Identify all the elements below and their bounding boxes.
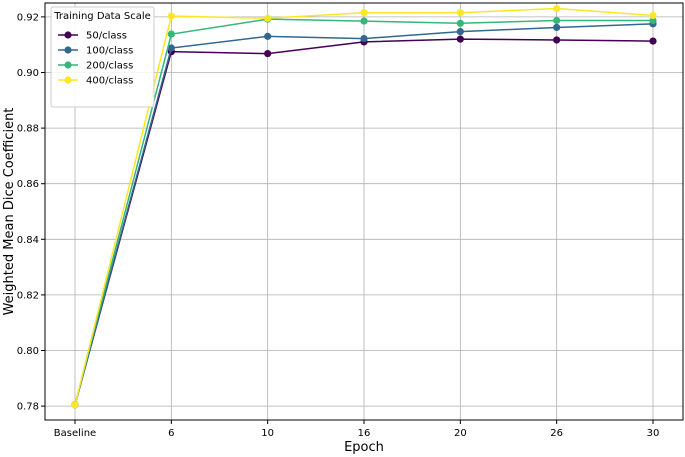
x-tick-label: 20 [454, 428, 467, 439]
y-axis-label: Weighted Mean Dice Coefficient [2, 108, 17, 316]
data-point [456, 9, 464, 17]
y-tick-label: 0.88 [17, 124, 39, 135]
data-point [360, 17, 368, 25]
data-point [553, 36, 561, 44]
data-point [553, 16, 561, 25]
data-point [649, 11, 657, 20]
legend-swatch-marker [64, 31, 72, 39]
y-tick-label: 0.84 [17, 235, 39, 246]
x-axis-label: Epoch [344, 440, 384, 455]
data-point [264, 32, 272, 40]
legend-label: 100/class [86, 46, 133, 57]
y-tick-label: 0.80 [17, 346, 39, 357]
data-point [360, 34, 368, 43]
legend-swatch-marker [64, 76, 72, 84]
legend-title: Training Data Scale [53, 11, 151, 22]
data-point [167, 30, 175, 38]
data-point [360, 9, 368, 17]
series-lines [71, 4, 657, 409]
legend-label: 200/class [86, 61, 133, 72]
y-axis: 0.78 0.80 0.82 0.84 0.86 0.88 0.90 0.92 [17, 12, 45, 413]
legend-swatch-marker [64, 46, 72, 54]
legend-box [50, 6, 155, 108]
y-tick-label: 0.86 [17, 179, 39, 190]
y-tick-label: 0.78 [17, 402, 39, 413]
x-tick-label: 26 [550, 428, 563, 439]
x-tick-label: 30 [647, 428, 660, 439]
data-point [553, 23, 561, 32]
x-tick-label: 10 [261, 428, 274, 439]
x-tick-label: 6 [168, 428, 174, 439]
x-tick-label: 16 [358, 428, 371, 439]
legend: Training Data Scale 50/class 100/class 200… [50, 6, 155, 108]
data-point [264, 49, 272, 58]
y-tick-label: 0.92 [17, 12, 39, 23]
x-tick-label: Baseline [54, 428, 96, 439]
data-point [456, 28, 464, 36]
y-tick-label: 0.82 [17, 290, 39, 301]
data-point [167, 44, 175, 52]
data-point [456, 35, 464, 43]
data-point [456, 19, 464, 27]
legend-swatch-marker [64, 61, 72, 69]
data-point [649, 37, 657, 45]
data-point [264, 14, 272, 22]
legend-label: 400/class [86, 76, 133, 87]
y-tick-label: 0.90 [17, 68, 39, 79]
data-point [553, 4, 561, 13]
data-point [649, 16, 657, 25]
data-point [167, 12, 175, 20]
x-axis: Baseline 6 10 16 20 26 30 [54, 420, 660, 439]
legend-items: 50/class 100/class 200/class 400/class [58, 31, 133, 87]
legend-label: 50/class [86, 31, 127, 42]
data-point [71, 401, 79, 409]
